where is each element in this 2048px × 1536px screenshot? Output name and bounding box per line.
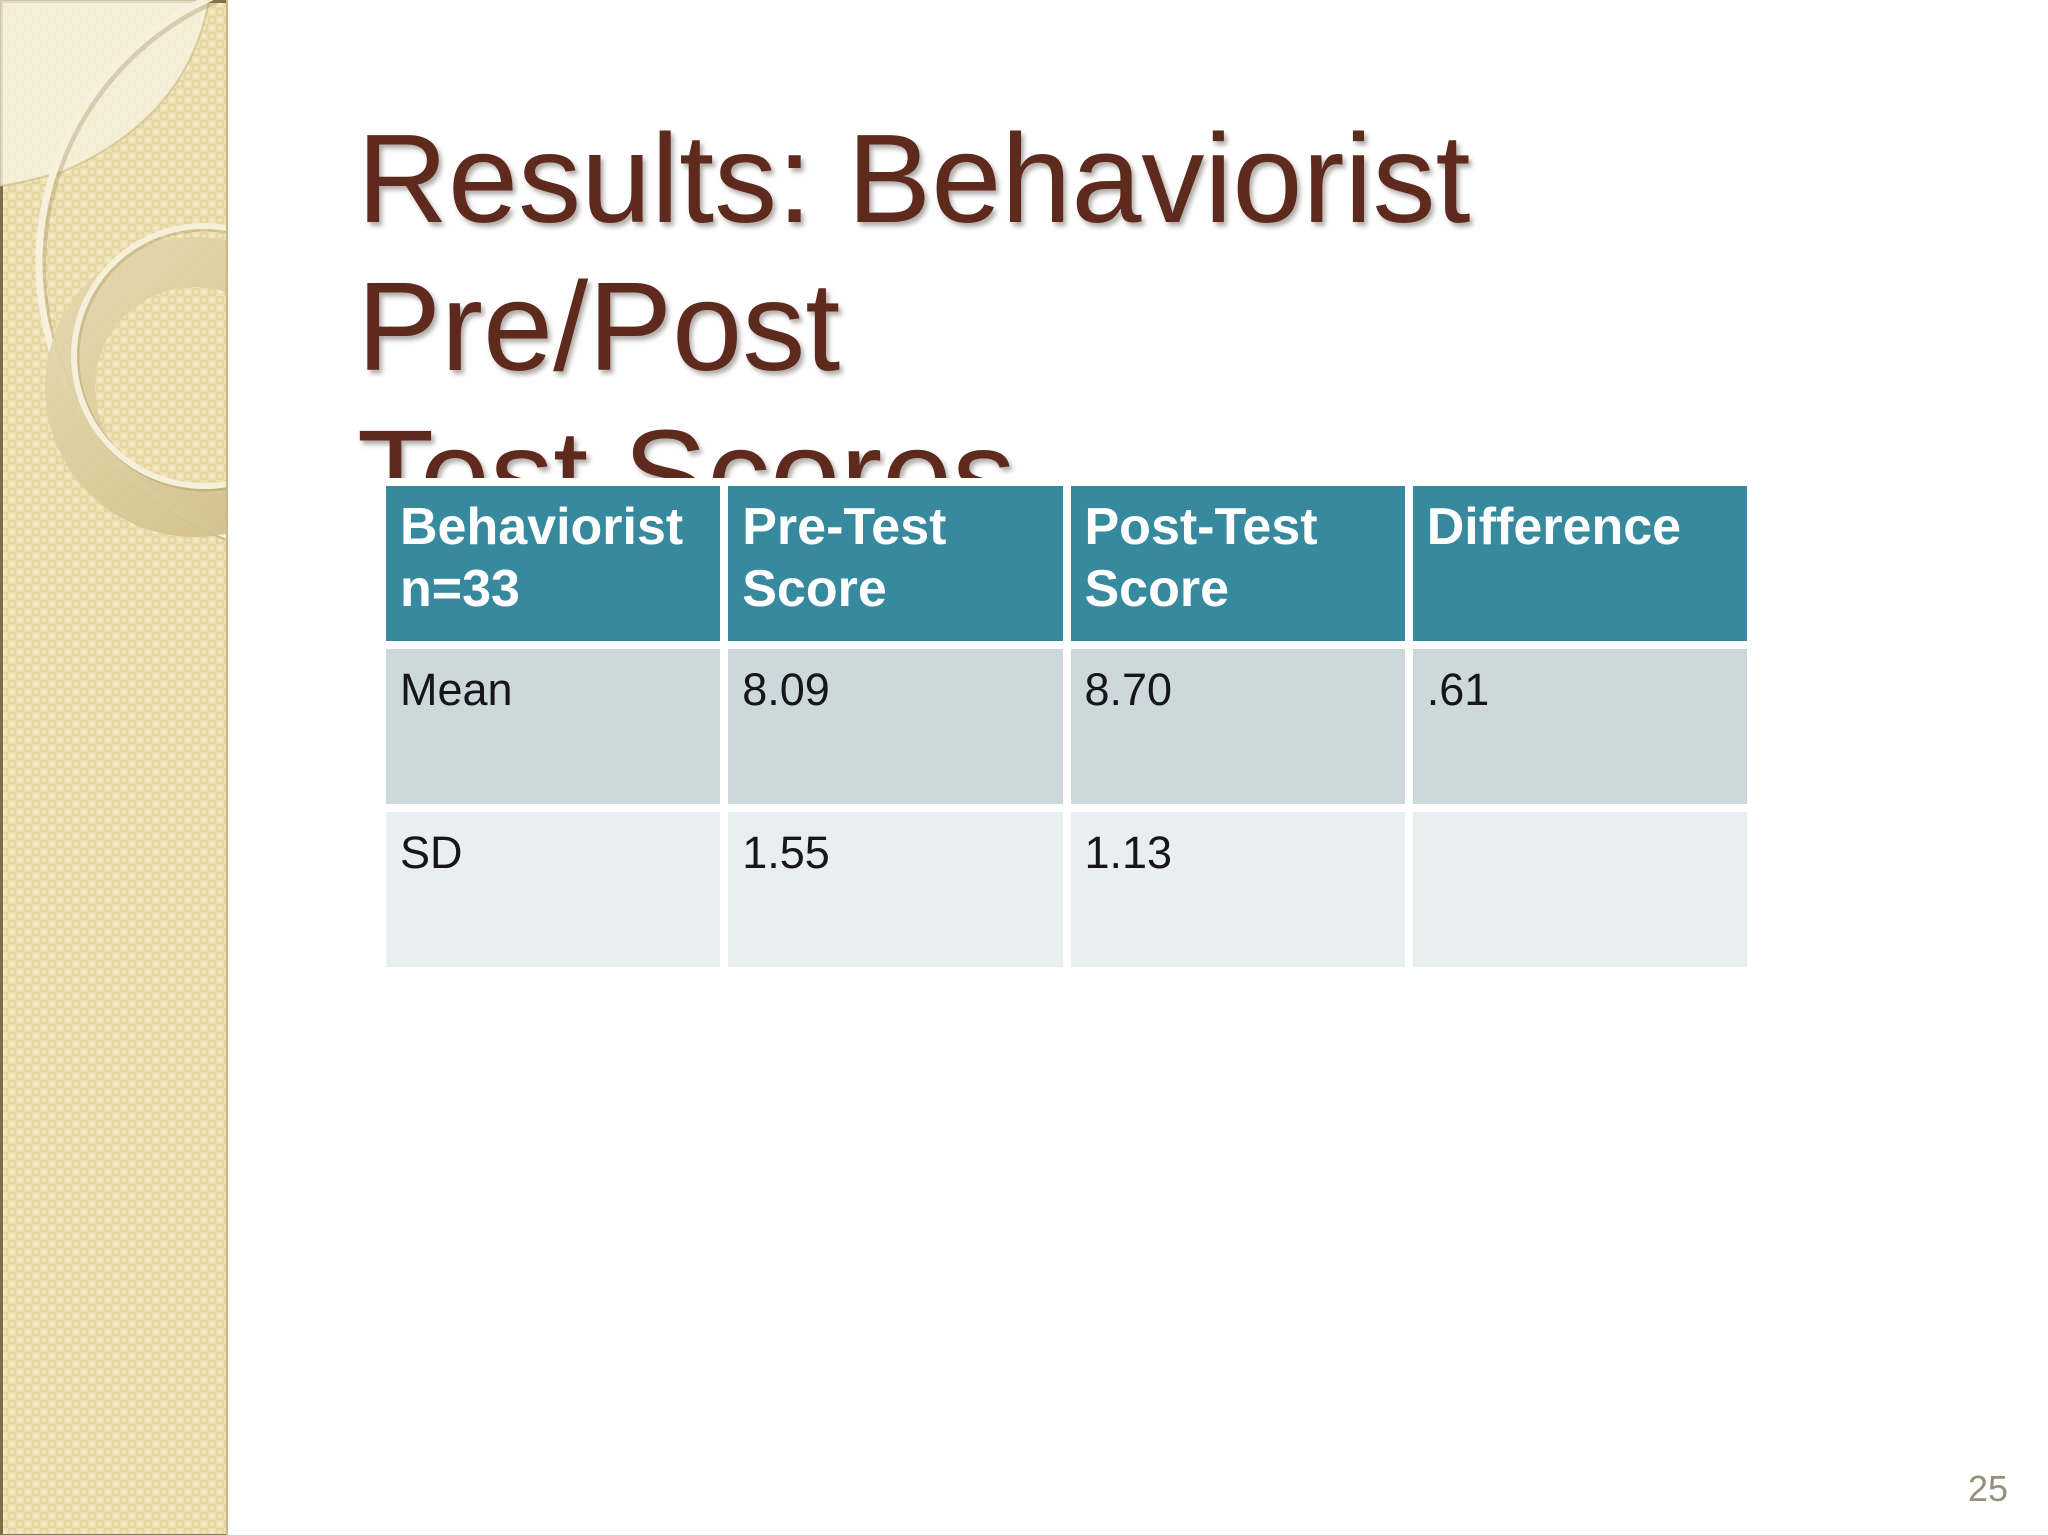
mean-posttest-value: 8.70 xyxy=(1062,641,1413,812)
sd-difference-value xyxy=(1404,804,1756,975)
slide-title-line1: Results: Behaviorist Pre/Post xyxy=(357,108,1471,397)
sd-posttest-value: 1.13 xyxy=(1062,804,1413,975)
mean-row-label: Mean xyxy=(377,641,729,812)
sd-row-label: SD xyxy=(377,804,729,975)
header-cell-pretest-line2: Score xyxy=(742,560,887,618)
header-cell-difference-line1: Difference xyxy=(1426,498,1682,556)
header-cell-difference: Difference xyxy=(1404,478,1756,649)
header-cell-posttest-line1: Post-Test xyxy=(1084,498,1318,556)
table-row-mean: Mean 8.09 8.70 .61 xyxy=(377,641,1756,812)
sd-pretest-value: 1.55 xyxy=(720,804,1071,975)
table-row-sd: SD 1.55 1.13 xyxy=(377,804,1756,975)
sidebar-ornament-circles-icon xyxy=(0,0,226,541)
header-cell-behaviorist-line2: n=33 xyxy=(400,560,520,618)
sidebar-decoration xyxy=(0,0,228,1535)
header-cell-behaviorist-line1: Behaviorist xyxy=(400,498,684,556)
mean-pretest-value: 8.09 xyxy=(720,641,1071,812)
mean-difference-value: .61 xyxy=(1404,641,1756,812)
header-cell-pretest-line1: Pre-Test xyxy=(742,498,947,556)
page-number: 25 xyxy=(1967,1468,2008,1509)
slide-title: Results: Behaviorist Pre/Post Test Score… xyxy=(357,105,1917,549)
header-cell-pretest: Pre-Test Score xyxy=(720,478,1071,649)
header-cell-behaviorist: Behaviorist n=33 xyxy=(377,478,729,649)
results-table: Behaviorist n=33 Pre-Test Score Post-Tes… xyxy=(377,478,1756,975)
table-header-row: Behaviorist n=33 Pre-Test Score Post-Tes… xyxy=(377,478,1756,649)
header-cell-posttest-line2: Score xyxy=(1084,560,1230,618)
header-cell-posttest: Post-Test Score xyxy=(1062,478,1413,649)
